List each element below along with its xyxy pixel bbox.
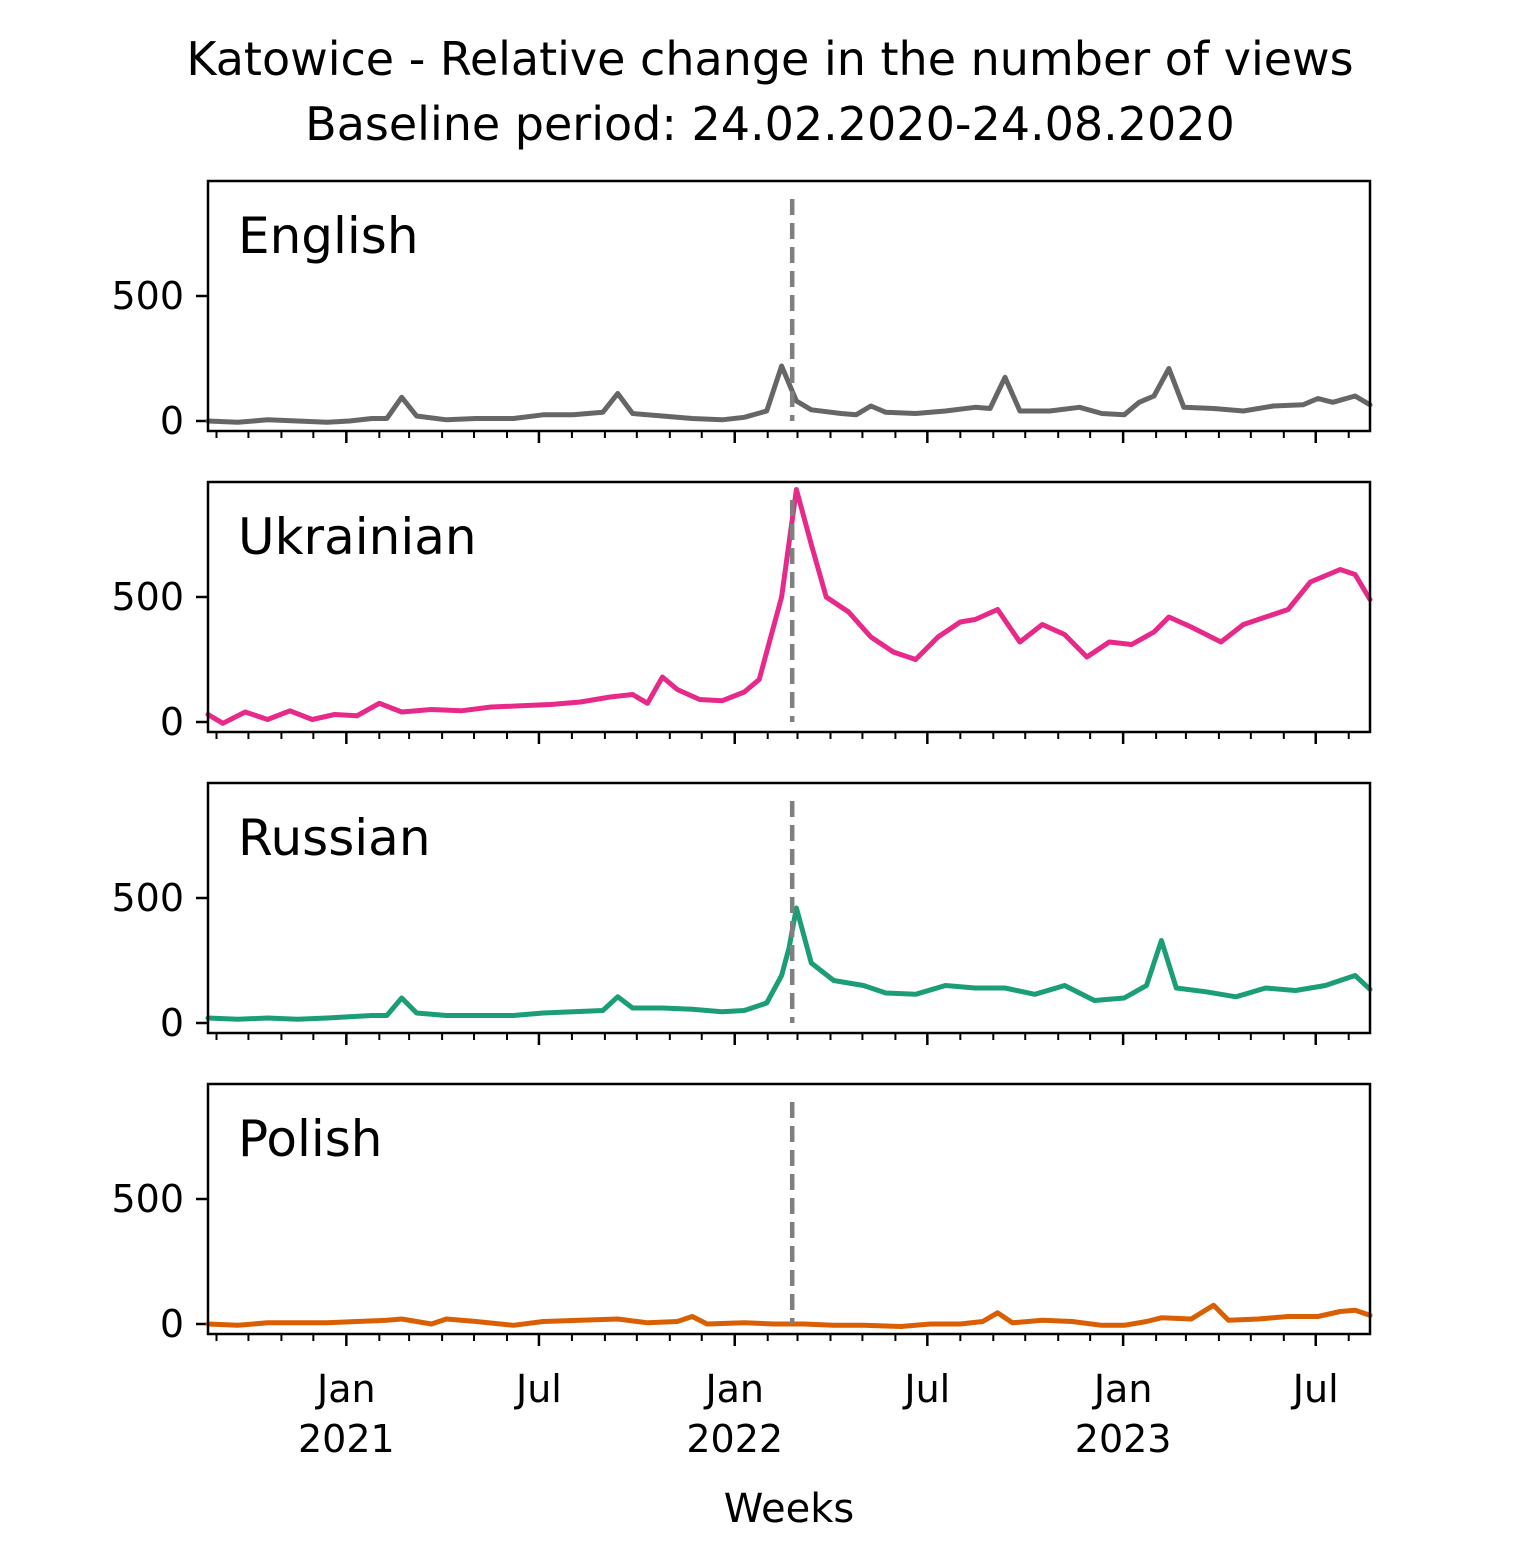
x-tick-label-jan: Jan	[315, 1367, 376, 1411]
x-axis-title: Weeks	[724, 1486, 854, 1532]
panel-polish: Polish 0 500	[111, 1082, 1373, 1346]
y-tick-label-russian-500: 500	[111, 876, 184, 920]
panels-group: English0500Ukrainian0500Russian0500Polis…	[111, 179, 1373, 1461]
panel-label-ukrainian: Ukrainian	[238, 508, 477, 566]
panel-frame-russian	[206, 781, 1372, 1035]
y-tick-label-ukrainian-500: 500	[111, 575, 184, 619]
y-tick-label-english-0: 0	[160, 399, 184, 443]
panel-english: English 0 500	[111, 179, 1373, 443]
x-tick-year-2022: 2022	[686, 1417, 783, 1461]
y-tick-label-english-500: 500	[111, 274, 184, 318]
panel-frame-polish	[206, 1082, 1372, 1336]
x-tick-label-jul: Jul	[1291, 1367, 1339, 1411]
x-tick-label-jul: Jul	[514, 1367, 562, 1411]
panel-frame-english	[206, 179, 1372, 433]
series-line-polish	[205, 1302, 1373, 1329]
y-tick-label-ukrainian-0: 0	[160, 700, 184, 744]
y-tick-label-polish-500: 500	[111, 1177, 184, 1221]
x-tick-label-jul: Jul	[902, 1367, 950, 1411]
panel-label-russian: Russian	[238, 809, 431, 867]
y-tick-label-russian-0: 0	[160, 1001, 184, 1045]
series-line-ukrainian	[205, 487, 1373, 726]
series-line-english	[205, 363, 1373, 425]
chart-subtitle: Baseline period: 24.02.2020-24.08.2020	[305, 97, 1235, 151]
panel-russian: Russian 0 500	[111, 781, 1373, 1045]
panel-label-english: English	[238, 207, 419, 265]
x-tick-year-2021: 2021	[298, 1417, 395, 1461]
chart-title: Katowice - Relative change in the number…	[186, 32, 1353, 86]
panel-ukrainian: Ukrainian 0 500	[111, 480, 1373, 744]
x-tick-year-2023: 2023	[1075, 1417, 1172, 1461]
x-tick-label-jan: Jan	[703, 1367, 764, 1411]
series-line-russian	[205, 905, 1373, 1022]
panel-frame-ukrainian	[206, 480, 1372, 734]
x-tick-label-jan: Jan	[1092, 1367, 1153, 1411]
panel-label-polish: Polish	[238, 1110, 382, 1168]
y-tick-label-polish-0: 0	[160, 1302, 184, 1346]
